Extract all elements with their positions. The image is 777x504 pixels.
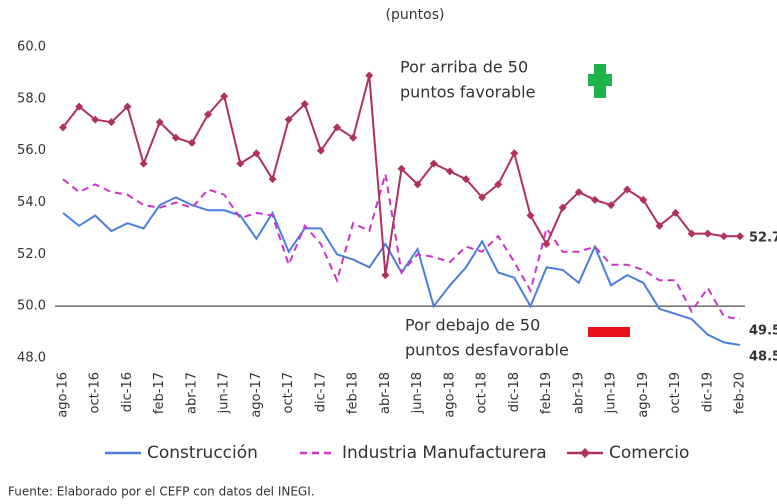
marker (268, 175, 277, 184)
marker (461, 175, 470, 184)
marker (558, 203, 567, 212)
y-tick-label: 56.0 (17, 143, 46, 158)
marker (687, 229, 696, 238)
x-tick-label: abr-18 (378, 372, 393, 414)
marker (187, 138, 196, 147)
x-tick-label: ago-19 (636, 372, 651, 418)
x-tick-label: ago-18 (442, 372, 457, 418)
marker (590, 195, 599, 204)
x-tick-label: jun-18 (410, 372, 425, 414)
marker (542, 239, 551, 248)
y-tick-label: 48.0 (17, 351, 46, 366)
marker (349, 133, 358, 142)
x-tick-label: feb-20 (733, 372, 748, 414)
legend-label: Construcción (147, 443, 258, 463)
x-tick-label: dic-17 (313, 372, 328, 412)
x-tick-label: feb-17 (152, 372, 167, 414)
y-tick-label: 58.0 (17, 91, 46, 106)
marker (655, 221, 664, 230)
marker (526, 211, 535, 220)
marker (171, 133, 180, 142)
legend-label: Industria Manufacturera (342, 443, 547, 463)
marker (284, 115, 293, 124)
marker (59, 123, 67, 132)
x-tick-label: oct-16 (88, 372, 103, 413)
x-tick-label: feb-19 (539, 372, 554, 414)
marker (478, 193, 487, 202)
marker (445, 167, 454, 176)
annotation: puntos favorable (400, 83, 535, 102)
marker (623, 185, 632, 194)
legend-label: Comercio (609, 443, 689, 463)
marker (671, 208, 680, 217)
plus-icon (588, 64, 612, 98)
marker (429, 159, 438, 168)
annotation: Por arriba de 50 (400, 58, 528, 77)
end-value-label: 52.7 (749, 231, 777, 246)
y-tick-label: 54.0 (17, 195, 46, 210)
x-tick-label: oct-19 (668, 372, 683, 413)
x-tick-label: jun-19 (604, 372, 619, 414)
marker (365, 71, 374, 80)
marker (494, 180, 503, 189)
marker (75, 102, 84, 111)
y-tick-label: 52.0 (17, 247, 46, 262)
marker (252, 149, 261, 158)
x-tick-label: dic-19 (700, 372, 715, 412)
source: Fuente: Elaborado por el CEFP con datos … (8, 485, 315, 499)
marker (639, 195, 648, 204)
x-tick-label: jun-17 (217, 372, 232, 414)
marker (91, 115, 100, 124)
end-value-label: 49.5 (749, 324, 777, 339)
marker (220, 92, 229, 101)
marker (397, 164, 406, 173)
marker (607, 201, 616, 210)
series-line (62, 75, 740, 276)
x-tick-label: abr-17 (184, 372, 199, 414)
marker (155, 118, 164, 127)
marker (736, 232, 744, 241)
legend-marker (580, 448, 590, 458)
marker (236, 159, 245, 168)
x-tick-label: oct-17 (281, 372, 296, 413)
marker (107, 118, 116, 127)
marker (381, 271, 390, 280)
end-value-label: 48.5 (749, 350, 777, 365)
y-tick-label: 60.0 (17, 40, 46, 55)
marker (574, 188, 583, 197)
marker (139, 159, 148, 168)
x-tick-label: feb-18 (346, 372, 361, 414)
annotation: Por debajo de 50 (405, 316, 540, 335)
series-line (62, 173, 741, 321)
y-tick-label: 50.0 (17, 299, 46, 314)
marker (703, 229, 712, 238)
marker (300, 100, 309, 109)
x-tick-label: ago-16 (56, 372, 71, 418)
marker (719, 232, 728, 241)
minus-icon (588, 327, 630, 337)
chart-subtitle: (puntos) (386, 7, 445, 23)
marker (316, 146, 325, 155)
marker (123, 102, 132, 111)
x-tick-label: oct-18 (475, 372, 490, 413)
x-tick-label: ago-17 (249, 372, 264, 418)
x-tick-label: abr-19 (571, 372, 586, 414)
marker (333, 123, 342, 132)
marker (204, 110, 213, 119)
annotation: puntos desfavorable (405, 341, 569, 360)
marker (510, 149, 519, 158)
x-tick-label: dic-16 (120, 372, 135, 412)
marker (413, 180, 422, 189)
x-tick-label: dic-18 (507, 372, 522, 412)
